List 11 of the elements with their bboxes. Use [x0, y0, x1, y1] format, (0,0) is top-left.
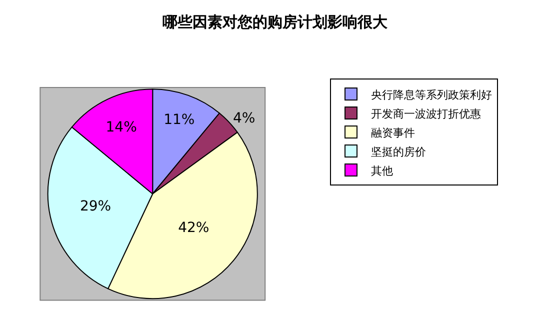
legend-label: 央行降息等系列政策利好 — [371, 88, 492, 102]
data-label: 4% — [233, 110, 256, 126]
legend-label: 开发商一波波打折优惠 — [371, 107, 481, 120]
chart-title: 哪些因素对您的购房计划影响很大 — [162, 13, 388, 31]
legend-label: 坚挺的房价 — [371, 145, 426, 158]
data-label: 14% — [106, 119, 137, 136]
legend-label: 融资事件 — [371, 126, 415, 140]
data-label: 11% — [164, 112, 195, 128]
data-label: 29% — [80, 198, 112, 215]
legend-label: 其他 — [371, 164, 393, 178]
data-label: 42% — [178, 220, 210, 236]
